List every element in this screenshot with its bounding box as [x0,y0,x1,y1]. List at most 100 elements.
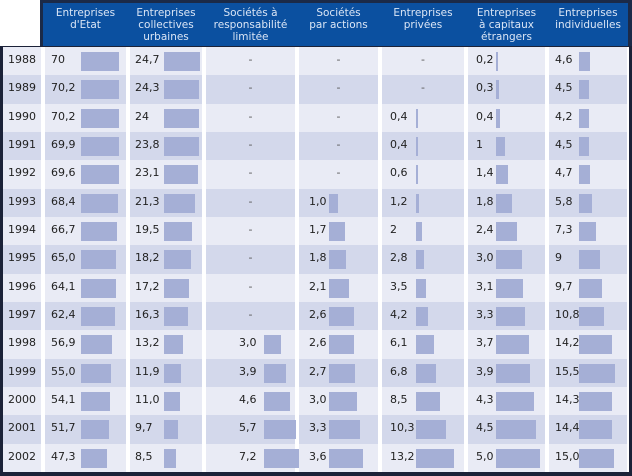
value-label: 1,4 [476,166,494,180]
value-bar [416,108,418,128]
year-cell: 1998 [3,330,41,359]
value-label: 3,1 [476,279,494,293]
cell-sa: 1,0 [299,188,378,217]
value-bar [329,222,346,241]
value-label: 62,4 [51,308,76,321]
value-label: 68,4 [51,194,76,208]
value-bar [164,307,188,326]
value-label: 47,3 [51,449,76,463]
cell-privees: 0,6 [382,160,464,189]
cell-collectives: 17,2 [130,273,202,302]
cell-etrangers: 1,4 [468,160,545,189]
cell-sa: 2,7 [299,358,378,387]
cell-individuelles: 15,5 [549,358,627,387]
cell-etrangers: 5,0 [468,443,545,472]
value-bar [579,307,605,326]
no-data-dash: - [336,81,341,95]
year-label: 1992 [8,166,36,180]
value-label: 3,5 [390,279,408,293]
value-bar [329,448,363,468]
value-label: 70,2 [51,109,76,123]
cell-sa: - [299,160,378,189]
value-bar [81,52,119,71]
cell-privees: 0,4 [382,132,464,161]
cell-individuelles: 14,4 [549,415,627,444]
table-row: 1991 69,9 23,8 - - 0,4 1 4,5 [3,132,629,161]
cell-individuelles: 4,7 [549,160,627,189]
column-header-sa: Sociétés par actions [309,7,368,31]
value-label: 16,3 [135,308,160,321]
table-row: 1990 70,2 24 - - 0,4 0,4 4,2 [3,103,629,132]
cell-sa: - [299,103,378,132]
table-row: 1994 66,7 19,5 - 1,7 2 2,4 7,3 [3,217,629,246]
cell-collectives: 9,7 [130,415,202,444]
value-label: 65,0 [51,251,76,265]
value-bar [416,335,434,355]
value-label: 19,5 [135,223,160,236]
cell-collectives: 8,5 [130,443,202,472]
cell-collectives: 24,3 [130,75,202,104]
value-label: 11,9 [135,364,160,378]
value-label: 0,3 [476,81,494,95]
value-bar [579,137,590,156]
no-data-dash: - [336,109,341,123]
cell-privees: 6,8 [382,358,464,387]
value-bar [496,108,500,128]
value-label: 9 [555,251,562,265]
cell-etat: 69,6 [45,160,126,189]
value-label: 24,7 [135,53,160,66]
cell-sarl: - [206,160,295,189]
value-bar [329,193,339,213]
cell-collectives: 16,3 [130,302,202,331]
value-bar [81,335,112,355]
value-bar [579,392,613,411]
value-label: 9,7 [555,279,573,293]
value-bar [579,335,612,355]
value-bar [496,335,529,355]
year-label: 1998 [8,336,36,350]
value-label: 4,5 [555,138,573,151]
column-header-etrangers: Entreprises à capitaux étrangers [476,7,537,43]
column-header-etat: Entreprises d'Etat [55,7,116,31]
value-bar [164,137,199,156]
value-bar [164,448,177,468]
value-bar [416,250,425,270]
cell-sarl: 4,6 [206,387,295,416]
year-label: 1989 [8,81,36,95]
value-bar [264,335,281,355]
cell-etrangers: 4,5 [468,415,545,444]
cell-individuelles: 4,5 [549,132,627,161]
value-label: 1,8 [476,194,494,208]
value-label: 4,2 [390,308,408,321]
year-cell: 1995 [3,245,41,274]
cell-etrangers: 0,4 [468,103,545,132]
year-cell: 1993 [3,188,41,217]
value-label: 23,8 [135,138,160,151]
table-body: 1988 70 24,7- - -0,2 4,6 1989 70,2 24,3- - -0,3 4,5… [3,47,629,472]
year-cell: 1991 [3,132,41,161]
cell-sarl: 3,9 [206,358,295,387]
value-label: 3,0 [476,251,494,265]
no-data-dash: - [336,53,341,66]
year-label: 2001 [8,421,36,435]
value-bar [81,165,119,185]
value-bar [579,250,600,270]
cell-collectives: 23,8 [130,132,202,161]
value-bar [416,448,454,468]
cell-etat: 55,0 [45,358,126,387]
cell-individuelles: 10,8 [549,302,627,331]
value-label: 10,3 [390,421,415,435]
table-row: 2002 47,3 8,5 7,2 3,6 13,2 5,0 15,0 [3,443,629,472]
cell-individuelles: 4,5 [549,75,627,104]
cell-etat: 70,2 [45,75,126,104]
cell-sa: 3,3 [299,415,378,444]
cell-sarl: - [206,245,295,274]
cell-individuelles: 9,7 [549,273,627,302]
cell-privees: 4,2 [382,302,464,331]
value-label: 15,0 [555,449,580,463]
value-label: 8,5 [390,393,408,406]
value-bar [81,108,119,128]
value-bar [81,137,119,156]
value-label: 51,7 [51,421,76,435]
